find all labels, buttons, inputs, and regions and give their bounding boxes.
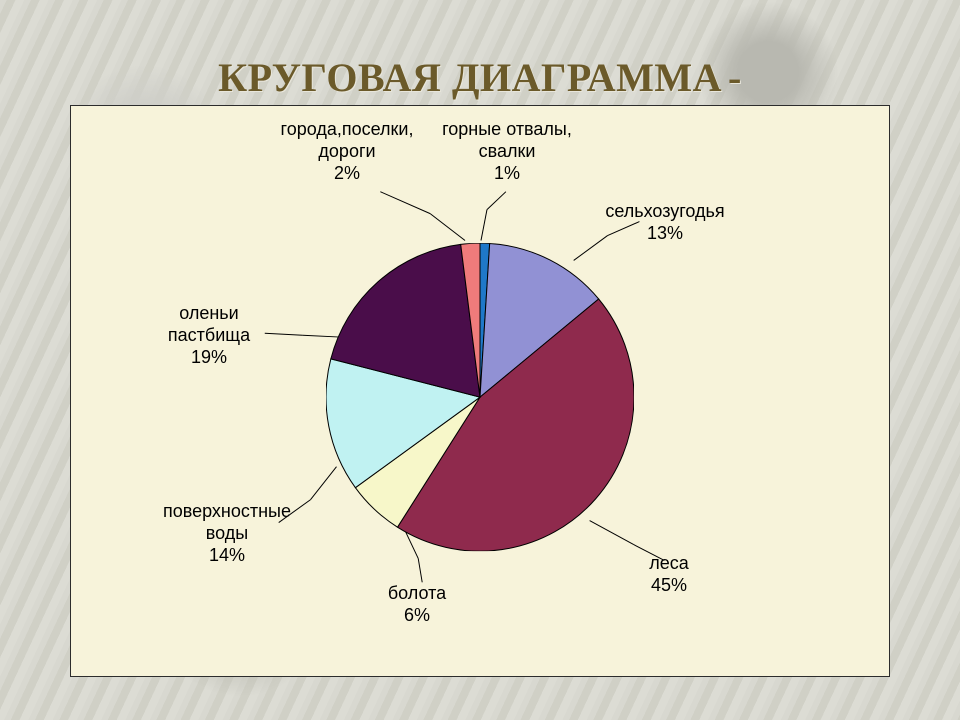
- pie-chart-card: горные отвалы, свалки 1% сельхозугодья 13…: [70, 105, 890, 677]
- pie-label-svalki: горные отвалы, свалки 1%: [442, 118, 572, 184]
- page-title: КРУГОВАЯ ДИАГРАММА-: [0, 54, 960, 101]
- leader-line-svalki: [481, 210, 487, 241]
- pie-label-bolota: болота 6%: [388, 582, 446, 626]
- pie-label-sel_hoz: сельхозугодья 13%: [605, 200, 724, 244]
- leader-line-goroda: [430, 214, 465, 241]
- page: КРУГОВАЯ ДИАГРАММА- горные отвалы, свалк…: [0, 0, 960, 720]
- pie-label-oleni: оленьи пастбища 19%: [168, 302, 250, 368]
- pie-chart-area: горные отвалы, свалки 1% сельхозугодья 13…: [71, 106, 889, 676]
- leader-line-bolota: [418, 558, 422, 582]
- title-text: КРУГОВАЯ ДИАГРАММА: [218, 55, 722, 100]
- pie-label-vody: поверхностные воды 14%: [163, 500, 291, 566]
- leader-line-svalki: [487, 192, 506, 210]
- title-dash: -: [728, 55, 742, 100]
- leader-line-oleni: [265, 333, 303, 335]
- pie-label-goroda: города,поселки, дороги 2%: [281, 118, 414, 184]
- leader-line-goroda: [380, 192, 430, 214]
- pie-chart: [326, 243, 634, 551]
- pie-label-lesa: леса 45%: [649, 552, 689, 596]
